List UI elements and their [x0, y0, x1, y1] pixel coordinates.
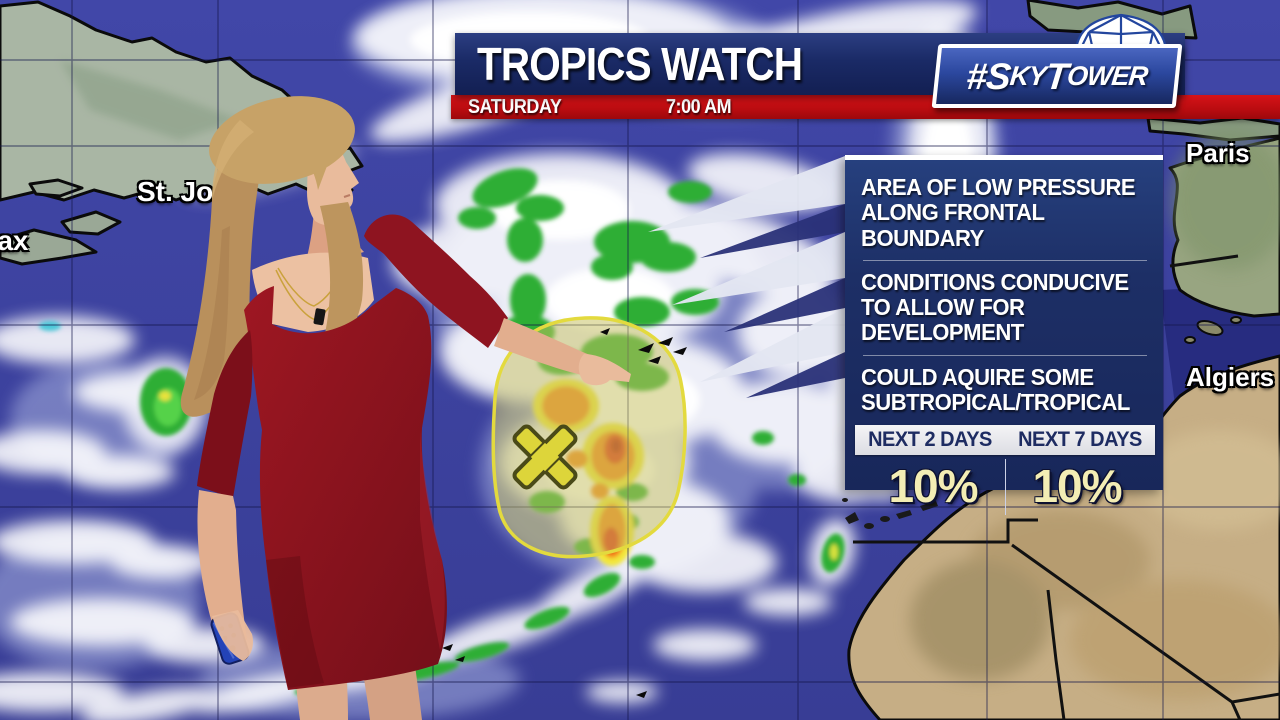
forecast-col2-label: NEXT 7 DAYS: [1018, 428, 1142, 452]
pointing-arm: [364, 214, 508, 348]
panel-bullet-1: AREA OF LOW PRESSURE ALONG FRONTAL BOUND…: [861, 174, 1136, 251]
logo-text: #S: [964, 55, 1013, 97]
skytower-logo-box: #S ky Tower: [931, 44, 1183, 108]
dress: [244, 286, 447, 690]
forecast-col2-value: 10%: [1032, 460, 1122, 513]
divider: [863, 259, 1147, 261]
map-label-paris: Paris: [1186, 138, 1250, 168]
left-hand: [212, 610, 253, 661]
map-label-algiers: Algiers: [1186, 362, 1275, 392]
outlook-area: [491, 316, 687, 559]
day-label: SATURDAY: [468, 96, 562, 118]
time-label: 7:00 AM: [666, 96, 732, 118]
map-label-st-johns: St. Jo: [137, 176, 214, 207]
country-borders: [853, 254, 1280, 720]
land-canaries: [842, 498, 938, 529]
forecast-col1-value: 10%: [888, 460, 978, 513]
forecast-values-row: 10% 10%: [861, 457, 1149, 517]
pointing-hand: [578, 354, 631, 386]
land-islands: [28, 178, 84, 198]
forecast-header-bar: NEXT 2 DAYS NEXT 7 DAYS: [855, 425, 1155, 456]
radar-dome-icon: [1074, 13, 1168, 52]
disturbance-x-icon: [512, 424, 578, 490]
panel-bullet-3: COULD AQUIRE SOME SUBTROPICAL/TROPICAL: [861, 363, 1130, 416]
forecast-col1-label: NEXT 2 DAYS: [868, 428, 992, 452]
callout-arrow-icon: [648, 156, 845, 398]
divider: [863, 354, 1147, 356]
wind-barb-icon: [442, 328, 687, 698]
tropics-info-panel: AREA OF LOW PRESSURE ALONG FRONTAL BOUND…: [845, 155, 1163, 516]
panel-bullet-2: CONDITIONS CONDUCIVE TO ALLOW FOR DEVELO…: [861, 268, 1129, 346]
skytower-logo: #S ky Tower: [931, 10, 1183, 108]
microphone-icon: [313, 308, 326, 326]
divider: [1005, 459, 1006, 516]
page-title: TROPICS WATCH: [477, 38, 803, 90]
terrain-texture: [910, 130, 1280, 700]
map-label-halifax: fax: [0, 225, 29, 256]
